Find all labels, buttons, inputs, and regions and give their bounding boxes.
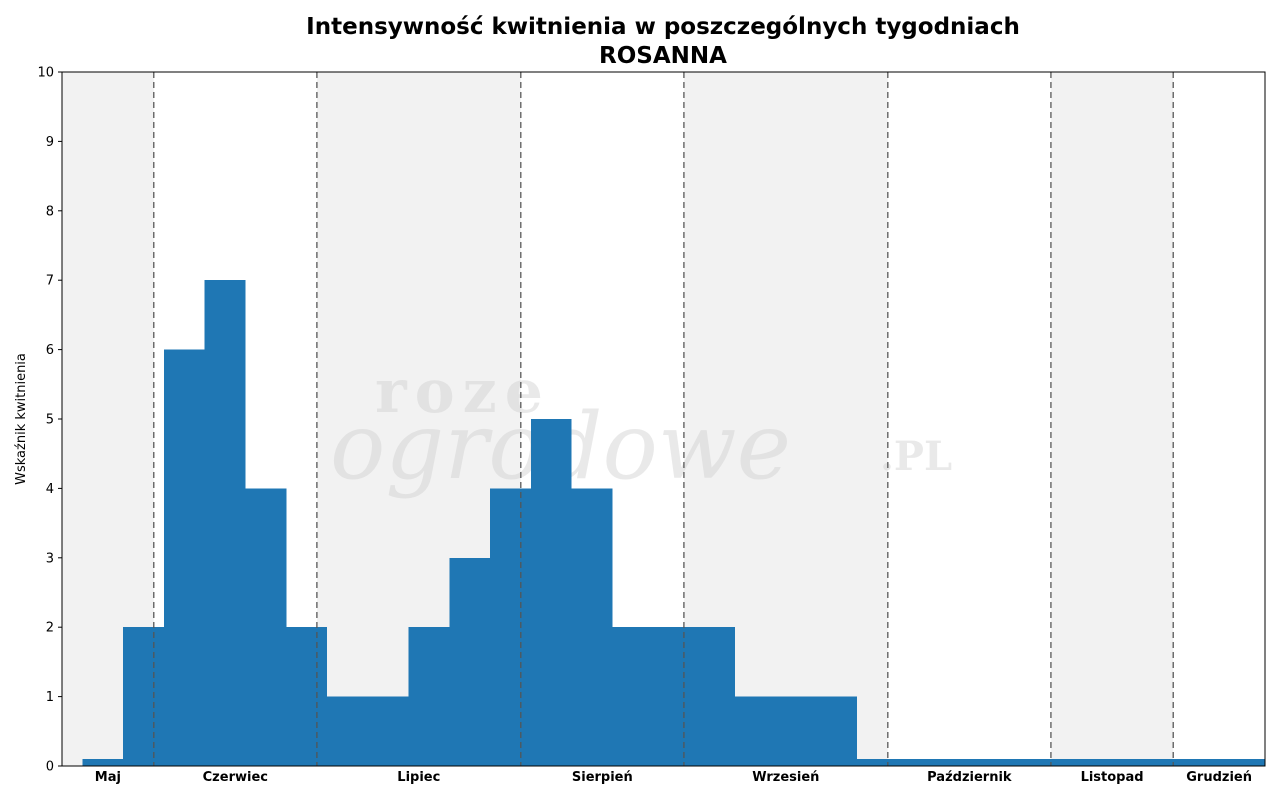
- bar-week-23: [245, 488, 287, 766]
- bar-week-40: [938, 759, 980, 766]
- bar-week-22: [204, 280, 246, 766]
- bar-week-20: [123, 627, 164, 766]
- month-shade-6: [1050, 72, 1174, 766]
- y-tick-label-2: 2: [46, 621, 54, 636]
- month-label-7: Grudzień: [1186, 770, 1252, 785]
- bar-week-26: [367, 696, 409, 766]
- watermark-pl: .PL: [880, 433, 952, 480]
- chart-title: Intensywność kwitnienia w poszczególnych…: [306, 14, 1020, 40]
- bar-week-33: [653, 627, 695, 766]
- month-labels: Maj Czerwiec Lipiec Sierpień Wrzesień Paździe…: [95, 770, 1252, 785]
- bar-week-19: [82, 759, 124, 766]
- bar-week-36: [775, 696, 817, 766]
- bar-week-30: [530, 419, 572, 766]
- month-separators-layer: [153, 72, 1174, 766]
- bar-week-25: [327, 696, 368, 766]
- y-tick-label-10: 10: [37, 66, 54, 81]
- bar-week-44: [1101, 759, 1143, 766]
- y-tick-label-7: 7: [46, 274, 54, 289]
- y-tick-label-5: 5: [46, 413, 54, 428]
- bar-week-31: [571, 488, 613, 766]
- month-label-1: Czerwiec: [203, 770, 268, 785]
- month-label-3: Sierpień: [572, 770, 633, 785]
- bar-week-28: [449, 557, 491, 766]
- bar-week-47: [1224, 759, 1265, 766]
- bar-week-35: [734, 696, 776, 766]
- month-label-0: Maj: [95, 770, 121, 785]
- bar-week-43: [1061, 759, 1102, 766]
- y-tick-label-3: 3: [46, 551, 54, 566]
- watermark-roze: roze: [375, 357, 551, 427]
- bar-week-29: [490, 488, 531, 766]
- y-axis: 0 1 2 3 4 5 6 7 8 9 10: [37, 66, 62, 775]
- y-tick-label-9: 9: [46, 135, 54, 150]
- y-tick-label-8: 8: [46, 204, 54, 219]
- chart-subtitle: ROSANNA: [599, 43, 727, 69]
- y-tick-label-6: 6: [46, 343, 54, 358]
- bar-week-24: [286, 627, 328, 766]
- month-label-4: Wrzesień: [752, 770, 819, 785]
- bar-week-21: [163, 349, 205, 766]
- y-axis-label: Wskaźnik kwitnienia: [14, 353, 29, 485]
- month-shading-layer: [62, 72, 1174, 766]
- bar-week-45: [1142, 759, 1184, 766]
- bar-week-41: [979, 759, 1021, 766]
- month-label-6: Listopad: [1081, 770, 1144, 785]
- y-tick-label-4: 4: [46, 482, 54, 497]
- bars-layer: [82, 280, 1265, 766]
- month-label-2: Lipiec: [397, 770, 440, 785]
- bar-week-32: [612, 627, 654, 766]
- y-tick-label-1: 1: [46, 690, 54, 705]
- bar-week-37: [816, 696, 858, 766]
- bar-week-42: [1020, 759, 1062, 766]
- bar-week-46: [1183, 759, 1225, 766]
- bar-week-38: [857, 759, 898, 766]
- bar-week-34: [694, 627, 735, 766]
- bar-week-39: [897, 759, 939, 766]
- bar-week-27: [408, 627, 450, 766]
- month-label-5: Październik: [927, 770, 1012, 785]
- y-tick-label-0: 0: [46, 760, 54, 775]
